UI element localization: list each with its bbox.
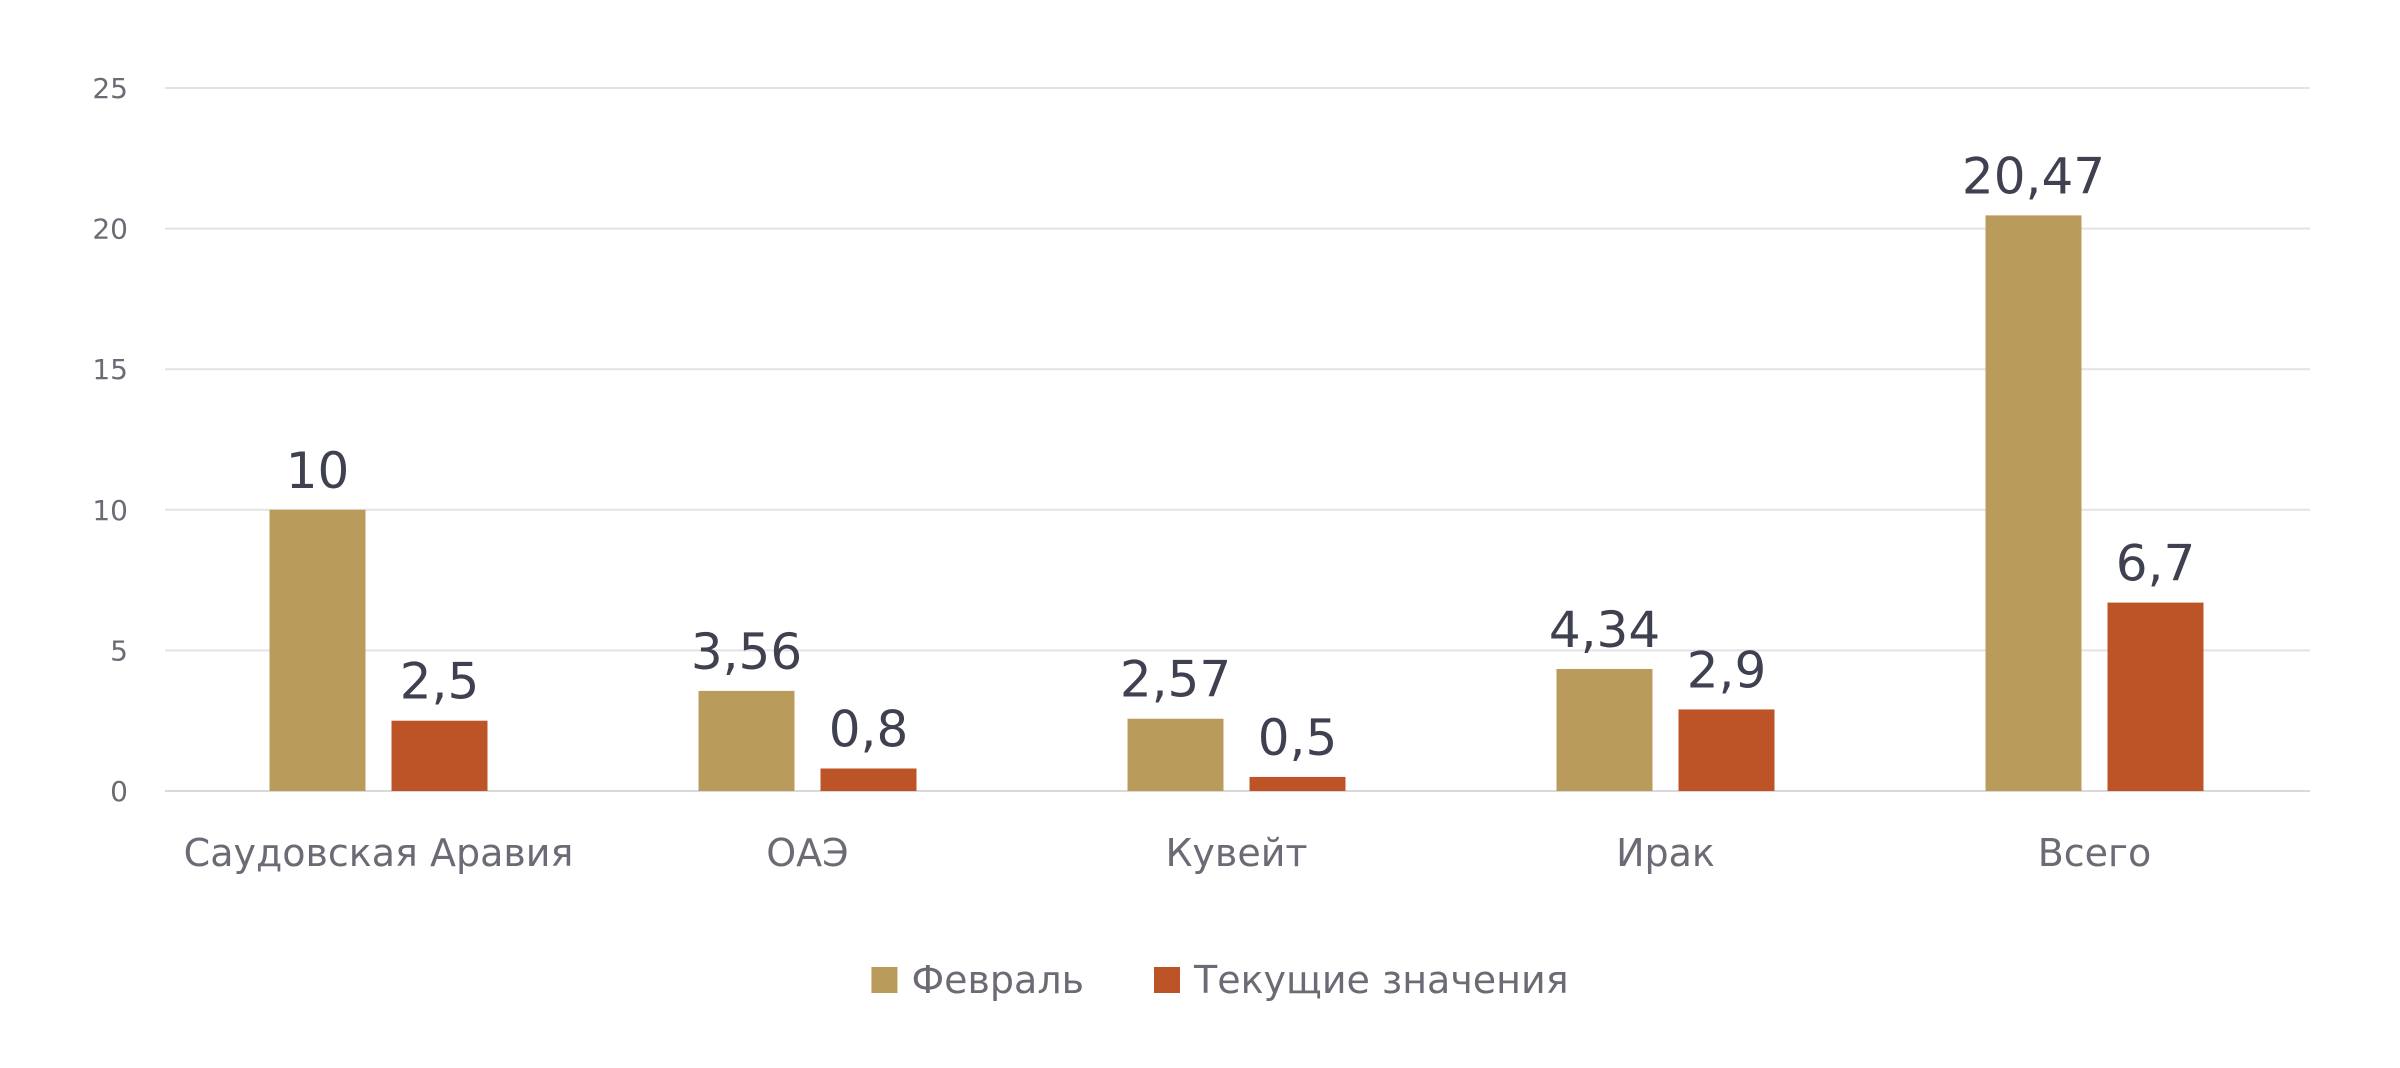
legend-swatch <box>871 967 898 993</box>
data-label: 2,9 <box>1687 641 1767 699</box>
y-tick-label: 0 <box>110 775 128 808</box>
legend: Февраль Текущие значения <box>871 958 1569 1002</box>
y-tick-label: 10 <box>92 494 128 527</box>
legend-label: Февраль <box>911 958 1084 1002</box>
bar <box>1127 718 1224 791</box>
y-tick-label: 20 <box>92 213 128 246</box>
legend-swatch <box>1154 967 1181 993</box>
bars <box>269 215 2204 791</box>
data-label: 0,8 <box>829 701 909 759</box>
gridlines <box>165 87 2310 792</box>
data-label: 10 <box>286 442 350 500</box>
legend-item: Февраль <box>871 958 1084 1002</box>
legend-label: Текущие значения <box>1193 958 1569 1002</box>
data-label: 20,47 <box>1962 147 2105 205</box>
x-tick-label: Саудовская Аравия <box>184 831 574 875</box>
y-tick-label: 25 <box>92 72 128 105</box>
legend-item: Текущие значения <box>1154 958 1569 1002</box>
bar <box>269 509 366 791</box>
bar <box>820 768 917 791</box>
data-label: 3,56 <box>691 623 802 681</box>
data-labels: 10 2,5 3,56 0,8 2,57 0,5 4,34 2,9 20,47 6,7 <box>286 147 2196 767</box>
x-tick-label: ОАЭ <box>766 831 848 875</box>
bar <box>1556 668 1653 791</box>
y-axis-ticks: 0 5 10 15 20 25 <box>92 72 128 808</box>
data-label: 6,7 <box>2116 535 2196 593</box>
y-tick-label: 15 <box>92 353 128 386</box>
data-label: 2,57 <box>1120 651 1231 709</box>
bar <box>698 690 795 791</box>
x-tick-label: Ирак <box>1616 831 1715 875</box>
bar <box>1678 709 1775 791</box>
x-tick-label: Всего <box>2038 831 2152 875</box>
data-label: 2,5 <box>400 653 480 711</box>
data-label: 0,5 <box>1258 709 1338 767</box>
bar <box>391 720 488 791</box>
data-label: 4,34 <box>1549 601 1660 659</box>
bar <box>1249 776 1346 791</box>
x-tick-label: Кувейт <box>1165 831 1307 875</box>
y-tick-label: 5 <box>110 634 128 667</box>
x-axis-ticks: Саудовская Аравия ОАЭ Кувейт Ирак Всего <box>184 831 2152 875</box>
bar <box>1985 215 2082 791</box>
bar <box>2107 602 2204 791</box>
